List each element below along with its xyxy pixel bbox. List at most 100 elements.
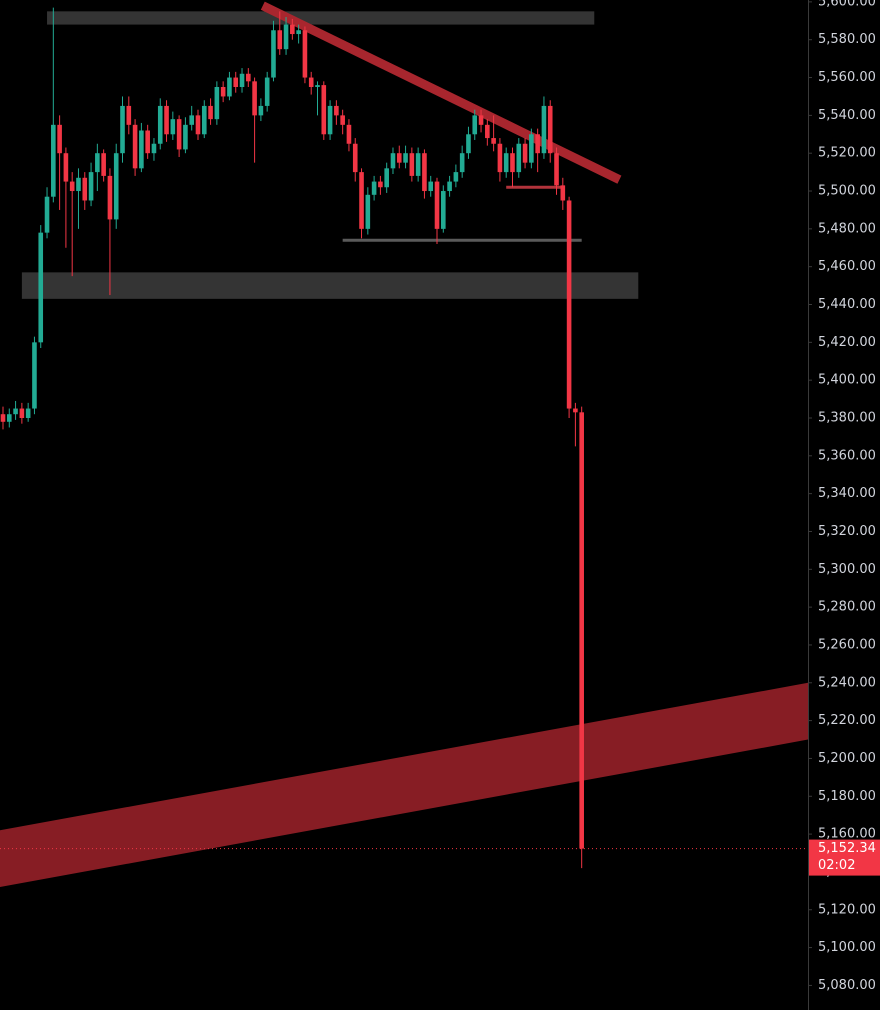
candle-body [554,153,559,186]
y-tick-label: 5,300.00 [818,562,876,577]
candle-body [447,181,452,192]
candle-body [38,232,44,343]
trendline [260,1,622,184]
y-tick-label: 5,500.00 [818,184,876,199]
y-tick-label: 5,320.00 [818,524,876,539]
candle-body [151,143,157,154]
candle-body [359,172,364,229]
candle-body [485,124,490,139]
candle-body [113,153,119,220]
candle-body [76,177,81,192]
candle-body [246,73,251,82]
price-axis: 5,080.005,100.005,120.005,140.005,160.00… [808,0,880,1010]
candle-body [101,153,106,176]
candle-body [258,105,264,116]
candle-body [510,153,515,173]
candle-body [6,414,12,422]
candle-body [459,153,465,173]
y-tick-label: 5,200.00 [818,751,876,766]
y-tick-label: 5,380.00 [818,410,876,425]
candle-body [352,143,358,173]
candle-body [371,181,377,195]
candle-body [384,168,389,188]
countdown: 02:02 [818,858,855,873]
candle-body [164,105,169,135]
candle-body [233,77,239,88]
candle-body [252,81,257,116]
y-tick-label: 5,160.00 [818,827,876,842]
candle-body [340,115,345,125]
y-tick-label: 5,420.00 [818,335,876,350]
candle-body [139,130,144,169]
candle-body [541,105,547,154]
y-tick-label: 5,480.00 [818,221,876,236]
candle-body [51,124,56,197]
candle-body [522,143,528,163]
candle-body [227,77,232,97]
y-tick-label: 5,100.00 [818,940,876,955]
y-tick-label: 5,540.00 [818,108,876,123]
candle-body [69,181,75,192]
candle-body [170,119,176,135]
candle-body [497,143,503,173]
candle-body [346,124,352,144]
candle-body [239,73,245,88]
y-tick-label: 5,600.00 [818,0,876,9]
candle-body [334,105,339,116]
candle-body [422,153,427,192]
candle-body [535,134,540,154]
candle-body [441,191,446,229]
candle-body [88,172,94,201]
candle-body [220,87,226,97]
candle-body [573,408,578,413]
candle-body [529,134,534,163]
candle-body [132,124,138,169]
candle-body [434,181,440,229]
candle-body [157,105,163,144]
channel [0,682,808,888]
candle-body [19,408,25,418]
candle-body [579,412,584,849]
candle-body [277,30,283,50]
candle-body [283,24,289,50]
y-tick-label: 5,400.00 [818,373,876,388]
y-tick-label: 5,260.00 [818,637,876,652]
candle-body [264,77,270,106]
y-tick-label: 5,580.00 [818,32,876,47]
y-tick-label: 5,560.00 [818,70,876,85]
candle-body [560,185,566,201]
candle-body [491,138,496,144]
candle-body [308,77,314,88]
candle-body [403,153,408,163]
y-tick-label: 5,460.00 [818,259,876,274]
candle-body [503,153,509,173]
candle-body [296,30,301,35]
candle-body [271,30,276,78]
candle-body [214,87,220,120]
y-tick-label: 5,520.00 [818,146,876,161]
candle-body [365,194,371,229]
candle-body [315,85,320,88]
candle-body [63,153,69,182]
y-tick-label: 5,080.00 [818,978,876,993]
y-tick-label: 5,180.00 [818,789,876,804]
candle-body [183,124,188,150]
candle-body [0,414,6,422]
candle-body [176,119,182,150]
candle-body [44,196,50,233]
candle-body [145,130,150,154]
y-tick-label: 5,240.00 [818,675,876,690]
zone [21,272,639,299]
last-price-label: 5,152.34 [818,841,876,856]
y-tick-label: 5,220.00 [818,713,876,728]
candle-body [466,134,471,154]
candle-body [290,24,295,35]
candle-body [201,105,207,135]
y-tick-label: 5,360.00 [818,448,876,463]
candle-body [321,85,327,135]
candle-body [390,153,396,169]
candle-body [472,115,478,135]
candle-body [120,105,125,154]
candle-body [57,124,62,154]
